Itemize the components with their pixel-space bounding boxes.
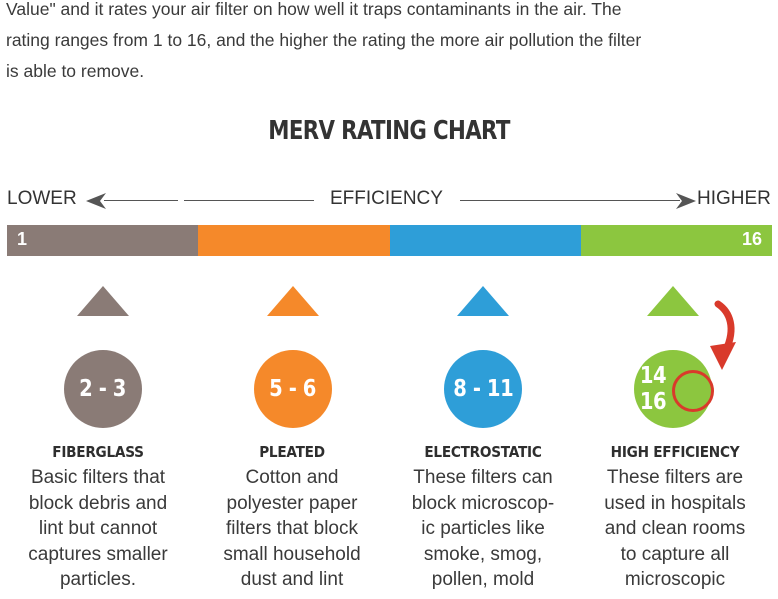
- triangle-up-icon: [457, 286, 509, 316]
- category-title: ELECTROSTATIC: [424, 443, 542, 461]
- description-line: lint but cannot: [38, 518, 158, 539]
- intro-line: is able to remove.: [6, 61, 145, 81]
- bar-segment-pleated: [198, 225, 390, 256]
- category-description: These filters are used in hospitals and …: [580, 465, 770, 593]
- category-description: These filters can block microscop- ic pa…: [388, 465, 578, 593]
- merv-range-low: 14: [639, 363, 667, 389]
- right-arrow-icon: [676, 193, 696, 209]
- description-line: and clean rooms: [604, 518, 746, 539]
- description-line: particles.: [59, 569, 137, 590]
- description-line: smoke, smog,: [423, 543, 543, 565]
- merv-range-text: 14 16: [640, 363, 706, 415]
- description-line: block debris and: [28, 492, 168, 514]
- category-title: PLEATED: [259, 443, 325, 461]
- left-arrow-icon: [86, 193, 106, 209]
- bar-max-label: 16: [741, 229, 762, 249]
- description-line: These filters can: [413, 467, 553, 488]
- scale-line: [184, 200, 314, 201]
- merv-range-text: 5 - 6: [269, 376, 317, 402]
- description-line: dust and lint: [240, 569, 344, 590]
- triangle-up-icon: [647, 286, 699, 316]
- merv-range-text: 2 - 3: [79, 376, 127, 402]
- triangle-up-icon: [77, 286, 129, 316]
- description-line: to capture all: [620, 543, 730, 565]
- triangle-up-icon: [267, 286, 319, 316]
- merv-range-badge: 5 - 6: [254, 350, 332, 428]
- merv-range-badge: 8 - 11: [444, 350, 522, 428]
- description-line: block microscop-: [411, 492, 555, 514]
- chart-title: MERV RATING CHART: [268, 116, 510, 146]
- description-line: Cotton and: [245, 467, 339, 488]
- category-description: Basic filters that block debris and lint…: [3, 465, 193, 593]
- merv-range-badge: 2 - 3: [64, 350, 142, 428]
- category-description: Cotton and polyester paper filters that …: [197, 465, 387, 593]
- category-electrostatic: ELECTROSTATIC These filters can block mi…: [388, 443, 578, 593]
- efficiency-label: EFFICIENCY: [330, 188, 443, 209]
- category-title: HIGH EFFICIENCY: [610, 443, 740, 461]
- lower-label: LOWER: [7, 188, 77, 209]
- category-title: FIBERGLASS: [52, 443, 144, 461]
- category-high-efficiency: HIGH EFFICIENCY These filters are used i…: [580, 443, 770, 593]
- description-line: pollen, mold: [431, 569, 535, 590]
- merv-range-text: 8 - 11: [452, 376, 513, 402]
- intro-line: Value" and it rates your air filter on h…: [6, 0, 622, 19]
- scale-line: [104, 200, 178, 201]
- merv-rating-bar: 1 16: [7, 225, 772, 256]
- description-line: Basic filters that: [30, 467, 166, 488]
- scale-line: [460, 200, 680, 201]
- description-line: microscopic: [624, 569, 726, 590]
- higher-label: HIGHER: [697, 188, 771, 209]
- intro-paragraph: Value" and it rates your air filter on h…: [6, 0, 776, 87]
- efficiency-scale: LOWER EFFICIENCY HIGHER: [0, 188, 778, 214]
- bar-min-label: 1: [17, 229, 28, 249]
- highlight-ring: [672, 370, 714, 412]
- description-line: small household: [223, 543, 361, 565]
- description-line: used in hospitals: [604, 492, 746, 514]
- intro-line: rating ranges from 1 to 16, and the high…: [6, 30, 642, 50]
- bar-segment-electrostatic: [389, 225, 581, 256]
- category-fiberglass: FIBERGLASS Basic filters that block debr…: [3, 443, 193, 593]
- description-line: polyester paper: [226, 492, 358, 514]
- description-line: captures smaller: [28, 543, 168, 565]
- bar-segment-fiberglass: 1: [7, 225, 199, 256]
- merv-range-high: 16: [639, 389, 667, 415]
- description-line: ic particles like: [421, 518, 545, 539]
- pointer-arrow-icon: [710, 300, 736, 370]
- description-line: filters that block: [226, 518, 358, 539]
- description-line: These filters are: [606, 467, 744, 488]
- bar-segment-high-efficiency: 16: [580, 225, 772, 256]
- category-pleated: PLEATED Cotton and polyester paper filte…: [197, 443, 387, 593]
